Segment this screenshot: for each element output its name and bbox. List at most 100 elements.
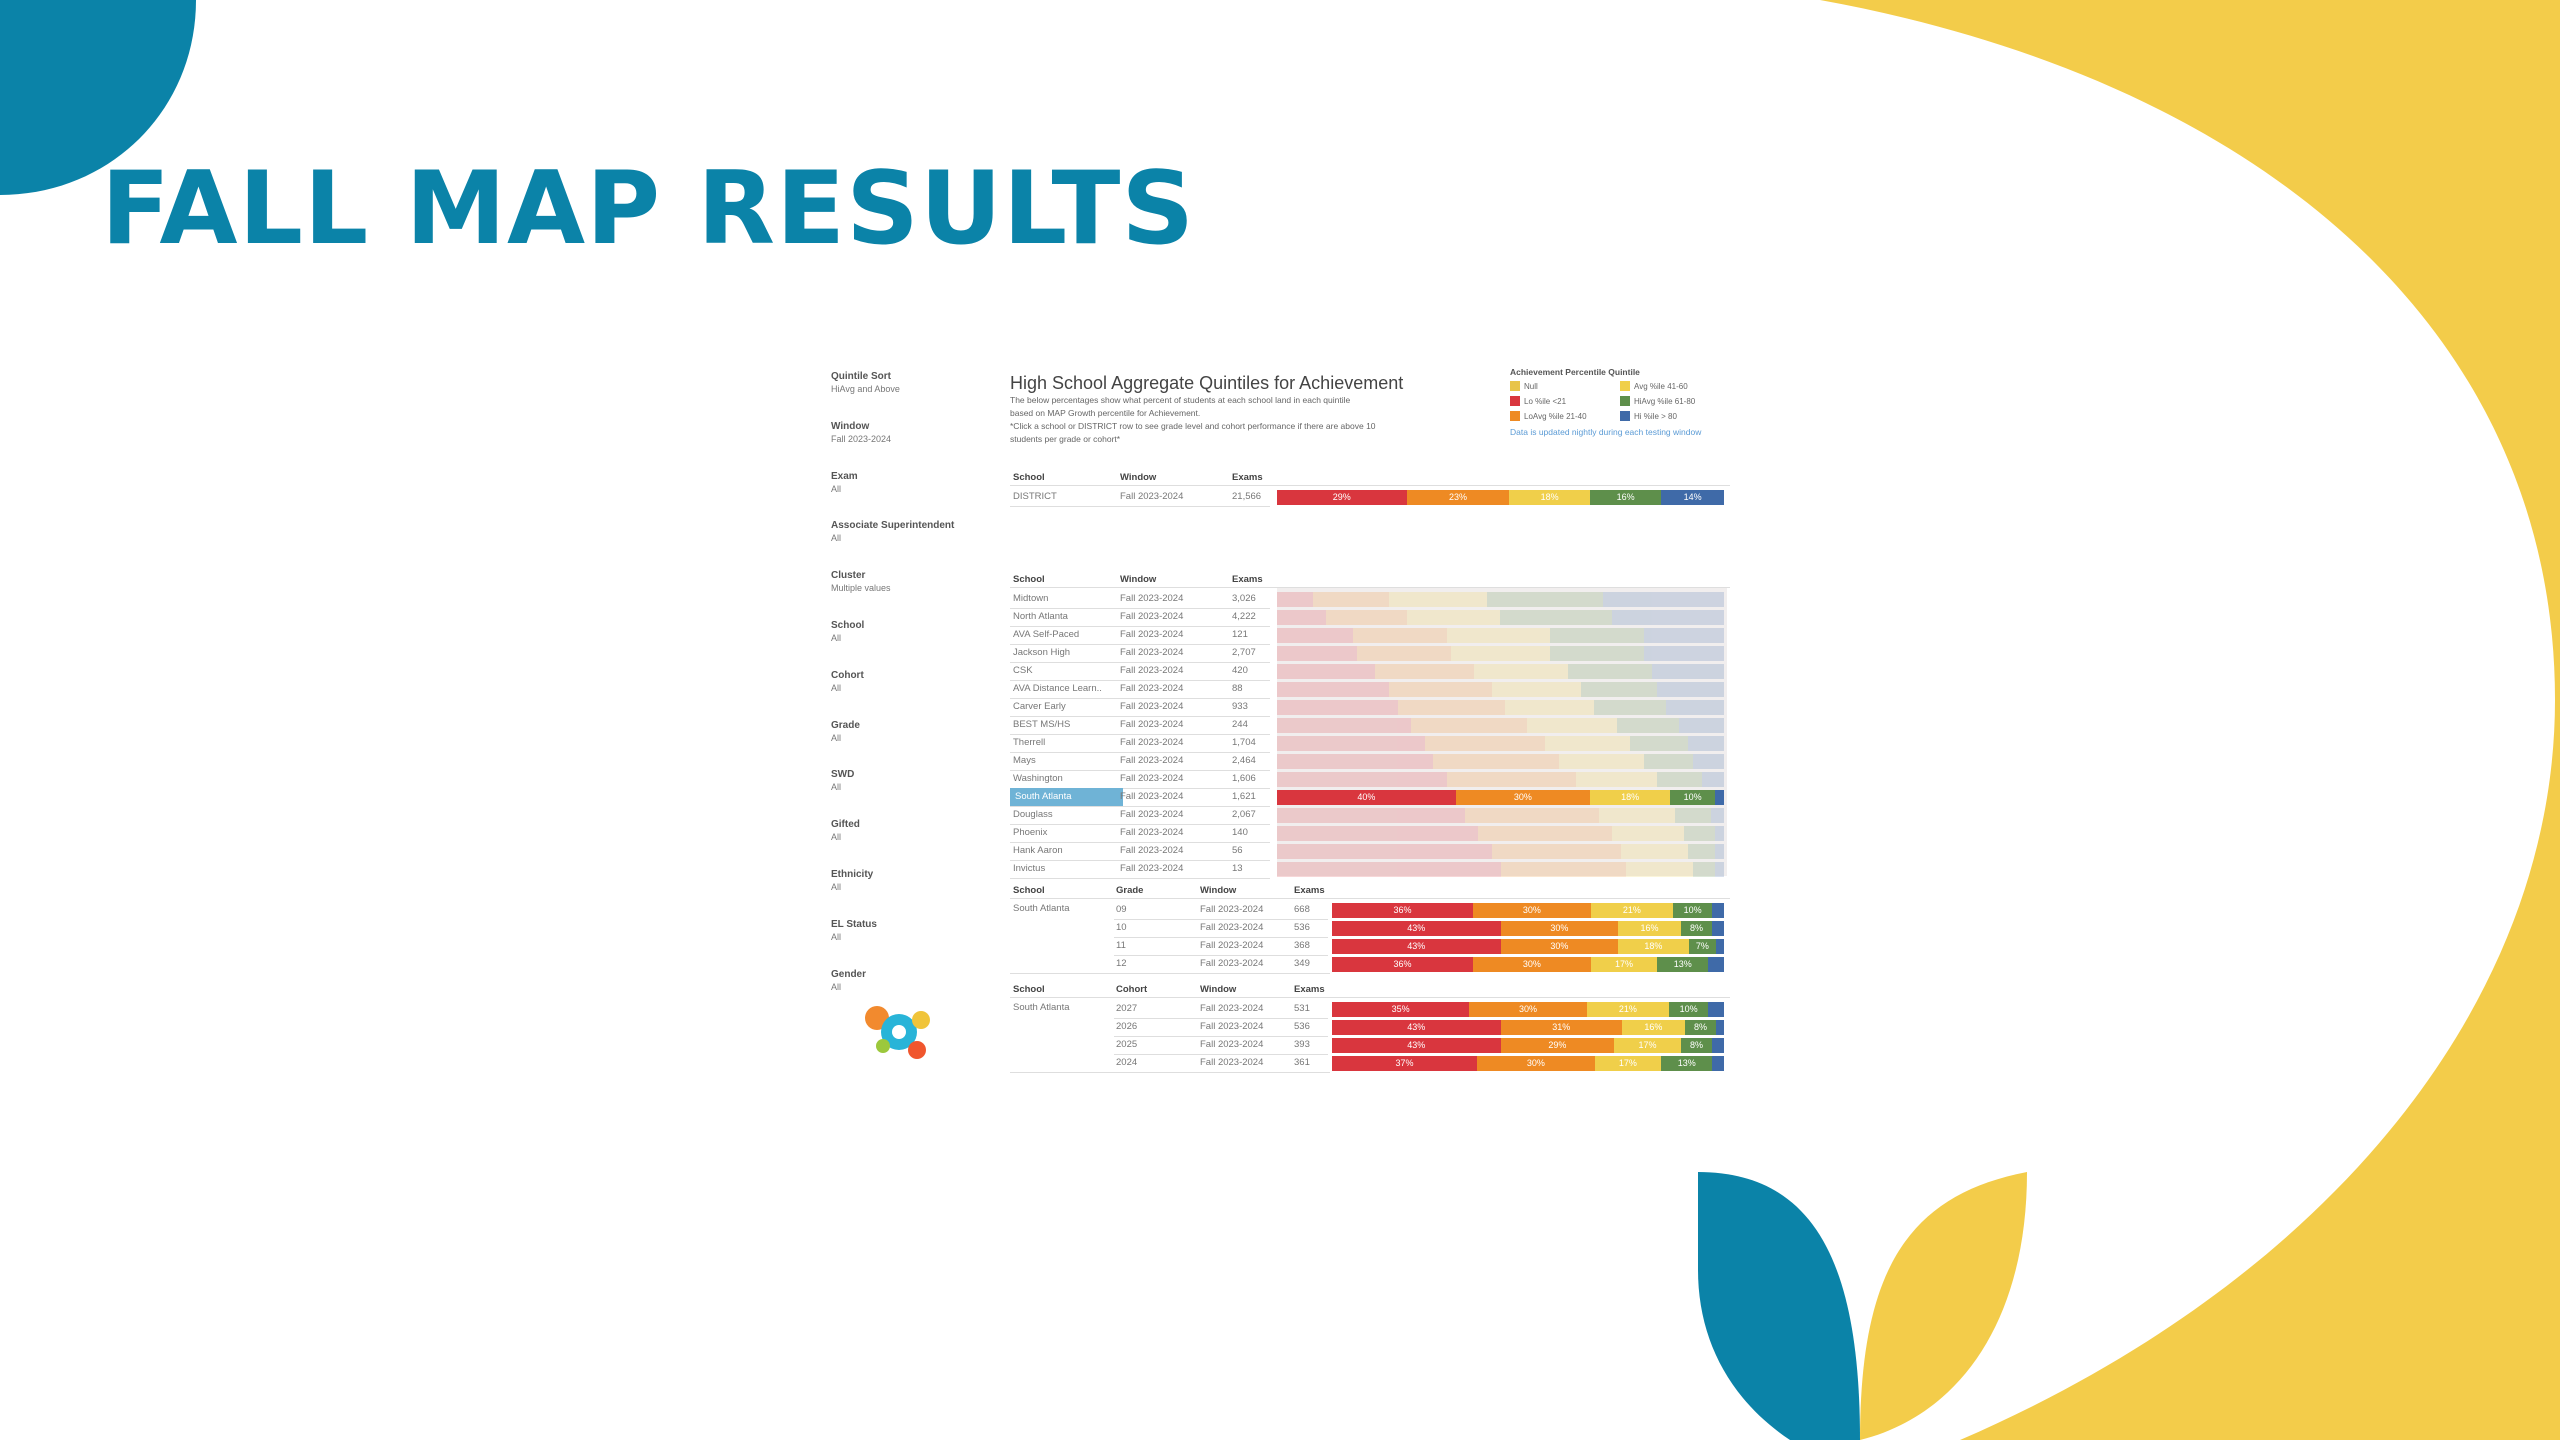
- district-row[interactable]: DISTRICT Fall 2023-2024 21,566 29% 23% 18% 16%…: [1010, 488, 1730, 506]
- cell-school[interactable]: AVA Self-Paced: [1013, 629, 1080, 640]
- cell-school[interactable]: Washington: [1013, 773, 1063, 784]
- school-row[interactable]: North Atlanta Fall 2023-2024 4,222: [1010, 608, 1730, 626]
- quintile-bar: [1277, 862, 1724, 877]
- filter-window[interactable]: Window Fall 2023-2024: [831, 420, 991, 470]
- school-row[interactable]: Carver Early Fall 2023-2024 933: [1010, 698, 1730, 716]
- quintile-segment: 8%: [1684, 1020, 1717, 1035]
- quintile-bar[interactable]: 43% 29% 17% 8%: [1332, 1038, 1724, 1053]
- grade-row[interactable]: 12 Fall 2023-2024 349 36% 30% 17% 13%: [1010, 955, 1730, 973]
- school-row[interactable]: AVA Self-Paced Fall 2023-2024 121: [1010, 626, 1730, 644]
- filter-ethnicity[interactable]: Ethnicity All: [831, 868, 991, 918]
- cell-school[interactable]: AVA Distance Learn..: [1013, 683, 1102, 694]
- quintile-bar: [1277, 736, 1724, 751]
- filter-value[interactable]: All: [831, 682, 842, 693]
- cell-school[interactable]: CSK: [1013, 665, 1033, 676]
- school-row[interactable]: Washington Fall 2023-2024 1,606: [1010, 770, 1730, 788]
- quintile-bar[interactable]: 37% 30% 17% 13%: [1332, 1056, 1724, 1071]
- cell-school[interactable]: South Atlanta: [1013, 1002, 1070, 1013]
- legend-label: Lo %ile <21: [1524, 396, 1567, 406]
- school-row[interactable]: South Atlanta Fall 2023-2024 1,621 40% 30% 18…: [1010, 788, 1730, 806]
- cell-school[interactable]: Therrell: [1013, 737, 1046, 748]
- legend-swatch: [1620, 396, 1630, 406]
- legend-label: LoAvg %ile 21-40: [1524, 411, 1587, 421]
- yellow-swoosh-shape: [1820, 0, 2560, 1440]
- quintile-bar[interactable]: 43% 31% 16% 8%: [1332, 1020, 1724, 1035]
- filter-value[interactable]: All: [831, 483, 842, 494]
- cell-school[interactable]: North Atlanta: [1013, 611, 1068, 622]
- school-row[interactable]: Mays Fall 2023-2024 2,464: [1010, 752, 1730, 770]
- school-row[interactable]: Midtown Fall 2023-2024 3,026: [1010, 590, 1730, 608]
- cohort-row[interactable]: 2025 Fall 2023-2024 393 43% 29% 17% 8%: [1010, 1036, 1730, 1054]
- quintile-segment: [1643, 646, 1724, 661]
- cell-school[interactable]: Jackson High: [1013, 647, 1071, 658]
- filter-associate-superintendent[interactable]: Associate Superintendent All: [831, 519, 991, 569]
- filter-value[interactable]: All: [831, 732, 842, 743]
- filter-value[interactable]: All: [831, 632, 842, 643]
- filter-gifted[interactable]: Gifted All: [831, 818, 991, 868]
- filter-value[interactable]: HiAvg and Above: [831, 384, 900, 394]
- filter-el-status[interactable]: EL Status All: [831, 918, 991, 968]
- cell-school[interactable]: South Atlanta: [1010, 788, 1123, 806]
- filter-value[interactable]: All: [831, 832, 842, 843]
- quintile-bar[interactable]: 35% 30% 21% 10%: [1332, 1002, 1724, 1017]
- dashboard-description: The below percentages show what percent …: [1010, 394, 1460, 446]
- quintile-segment: [1576, 772, 1657, 787]
- cell-school[interactable]: Hank Aaron: [1013, 845, 1063, 856]
- filter-swd[interactable]: SWD All: [831, 768, 991, 818]
- filter-gender[interactable]: Gender All: [831, 968, 991, 1018]
- filter-cohort[interactable]: Cohort All: [831, 669, 991, 719]
- quintile-segment: [1652, 664, 1724, 679]
- quintile-segment: [1616, 718, 1680, 733]
- school-row[interactable]: AVA Distance Learn.. Fall 2023-2024 88: [1010, 680, 1730, 698]
- quintile-bar[interactable]: 29% 23% 18% 16% 14%: [1277, 490, 1724, 505]
- cell-exams: 244: [1232, 719, 1248, 730]
- quintile-segment: [1473, 664, 1568, 679]
- grade-row[interactable]: 10 Fall 2023-2024 536 43% 30% 16% 8%: [1010, 919, 1730, 937]
- grade-row[interactable]: 09 Fall 2023-2024 668 36% 30% 21% 10%: [1010, 901, 1730, 919]
- filter-value[interactable]: All: [831, 533, 842, 544]
- filter-value[interactable]: All: [831, 981, 842, 992]
- filter-value[interactable]: Fall 2023-2024: [831, 433, 892, 444]
- cohort-row[interactable]: 2026 Fall 2023-2024 536 43% 31% 16% 8%: [1010, 1018, 1730, 1036]
- cell-school[interactable]: Carver Early: [1013, 701, 1066, 712]
- school-row[interactable]: CSK Fall 2023-2024 420: [1010, 662, 1730, 680]
- school-row[interactable]: Invictus Fall 2023-2024 13: [1010, 860, 1730, 878]
- school-row[interactable]: BEST MS/HS Fall 2023-2024 244: [1010, 716, 1730, 734]
- quintile-bar[interactable]: 40% 30% 18% 10%: [1277, 790, 1724, 805]
- grade-row[interactable]: 11 Fall 2023-2024 368 43% 30% 18% 7%: [1010, 937, 1730, 955]
- filter-value[interactable]: All: [831, 782, 842, 793]
- cell-school[interactable]: Douglass: [1013, 809, 1053, 820]
- quintile-bar: [1277, 772, 1724, 787]
- cell-school[interactable]: Phoenix: [1013, 827, 1048, 838]
- cohort-row[interactable]: 2027 Fall 2023-2024 531 35% 30% 21% 10%: [1010, 1000, 1730, 1018]
- filter-exam[interactable]: Exam All: [831, 470, 991, 520]
- quintile-bar[interactable]: 36% 30% 17% 13%: [1332, 957, 1724, 972]
- filter-school[interactable]: School All: [831, 619, 991, 669]
- cell-exams: 1,606: [1232, 773, 1256, 784]
- cell-school[interactable]: Invictus: [1013, 863, 1046, 874]
- quintile-segment: [1277, 844, 1492, 859]
- cell-school[interactable]: South Atlanta: [1013, 903, 1070, 914]
- filter-value[interactable]: All: [831, 881, 842, 892]
- school-row[interactable]: Therrell Fall 2023-2024 1,704: [1010, 734, 1730, 752]
- cohort-row[interactable]: 2024 Fall 2023-2024 361 37% 30% 17% 13%: [1010, 1054, 1730, 1072]
- cell-school[interactable]: Mays: [1013, 755, 1036, 766]
- column-header-window: Window: [1120, 574, 1157, 585]
- cell-exams: 4,222: [1232, 611, 1256, 622]
- school-row[interactable]: Hank Aaron Fall 2023-2024 56: [1010, 842, 1730, 860]
- school-row[interactable]: Jackson High Fall 2023-2024 2,707: [1010, 644, 1730, 662]
- filter-label: Gender: [831, 968, 867, 980]
- filter-grade[interactable]: Grade All: [831, 719, 991, 769]
- quintile-bar[interactable]: 36% 30% 21% 10%: [1332, 903, 1724, 918]
- filter-value[interactable]: Multiple values: [831, 583, 891, 594]
- filter-quintile-sort[interactable]: Quintile Sort HiAvg and Above: [831, 370, 991, 420]
- school-row[interactable]: Douglass Fall 2023-2024 2,067: [1010, 806, 1730, 824]
- filter-cluster[interactable]: Cluster Multiple values: [831, 569, 991, 619]
- legend-label: Null: [1524, 381, 1538, 391]
- cell-school[interactable]: Midtown: [1013, 593, 1049, 604]
- quintile-bar[interactable]: 43% 30% 18% 7%: [1332, 939, 1724, 954]
- cell-school[interactable]: BEST MS/HS: [1013, 719, 1071, 730]
- school-row[interactable]: Phoenix Fall 2023-2024 140: [1010, 824, 1730, 842]
- quintile-bar[interactable]: 43% 30% 16% 8%: [1332, 921, 1724, 936]
- filter-value[interactable]: All: [831, 931, 842, 942]
